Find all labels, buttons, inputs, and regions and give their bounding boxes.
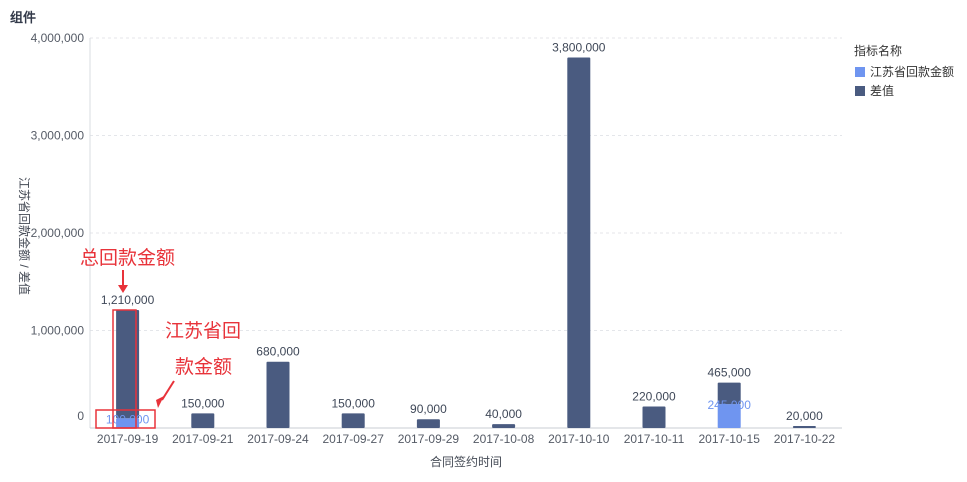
x-tick-label: 2017-10-10 — [548, 432, 610, 446]
bar-diff[interactable] — [266, 361, 290, 428]
legend-label-jiangsu[interactable]: 江苏省回款金额 — [870, 64, 954, 79]
bar-diff[interactable] — [116, 310, 140, 419]
y-tick-label: 2,000,000 — [31, 226, 85, 240]
component-title: 组件 — [10, 10, 37, 25]
x-tick-label: 2017-10-15 — [699, 432, 761, 446]
total-data-label: 150,000 — [332, 396, 376, 410]
total-data-label: 680,000 — [256, 345, 300, 359]
bar-diff[interactable] — [416, 419, 440, 428]
annotation-jiangsu-label-line1: 江苏省回 — [165, 320, 241, 342]
x-tick-label: 2017-09-27 — [323, 432, 385, 446]
data-labels: 1,210,000 100,000 150,000 680,000 150,000 90,… — [101, 41, 823, 427]
annotation-total-label: 总回款金额 — [80, 247, 175, 269]
legend-swatch-diff[interactable] — [855, 86, 865, 96]
total-data-label: 90,000 — [410, 402, 447, 416]
grid-lines — [90, 37, 842, 331]
x-tick-label: 2017-10-11 — [624, 432, 685, 446]
y-tick-label: 1,000,000 — [31, 324, 85, 338]
x-axis: 2017-09-19 2017-09-21 2017-09-24 2017-09-27… — [90, 427, 842, 446]
y-axis-title: 江苏省回款金额 / 差值 — [17, 177, 32, 295]
legend-swatch-jiangsu[interactable] — [855, 67, 865, 77]
total-data-label: 3,800,000 — [552, 41, 606, 55]
legend-label-diff[interactable]: 差值 — [870, 83, 894, 98]
annotation-jiangsu-arrow — [161, 380, 175, 401]
bar-diff[interactable] — [717, 382, 741, 405]
annotations: 总回款金额 江苏省回 款金额 — [80, 247, 241, 429]
legend: 指标名称 江苏省回款金额 差值 — [854, 43, 954, 98]
x-axis-title: 合同签约时间 — [430, 454, 502, 469]
bars — [116, 57, 816, 429]
x-tick-label: 2017-09-24 — [247, 432, 309, 446]
bar-diff[interactable] — [191, 413, 215, 428]
bar-jiangsu[interactable] — [116, 418, 140, 428]
total-data-label: 40,000 — [485, 407, 522, 421]
bar-diff[interactable] — [642, 406, 666, 428]
x-tick-label: 2017-10-08 — [473, 432, 535, 446]
x-tick-label: 2017-09-19 — [97, 432, 159, 446]
total-data-label: 20,000 — [786, 409, 823, 423]
annotation-jiangsu-label-line2: 款金额 — [175, 356, 232, 378]
total-data-label: 220,000 — [632, 390, 676, 404]
bar-jiangsu[interactable] — [717, 404, 741, 428]
annotation-total-arrowhead — [118, 285, 128, 293]
legend-title: 指标名称 — [854, 43, 902, 58]
jiangsu-data-label: 245,000 — [708, 398, 752, 412]
y-axis: 0 1,000,000 2,000,000 3,000,000 4,000,000 — [31, 31, 91, 428]
y-tick-label: 3,000,000 — [31, 129, 85, 143]
annotation-jiangsu-box — [95, 409, 156, 429]
y-tick-label: 0 — [77, 409, 84, 423]
x-tick-label: 2017-09-21 — [172, 432, 234, 446]
total-data-label: 1,210,000 — [101, 293, 155, 307]
y-tick-label: 4,000,000 — [31, 31, 85, 45]
bar-diff[interactable] — [341, 413, 365, 428]
total-data-label: 150,000 — [181, 396, 225, 410]
bar-diff[interactable] — [567, 57, 591, 429]
bar-diff[interactable] — [792, 426, 816, 428]
bar-diff[interactable] — [492, 424, 516, 428]
jiangsu-data-label: 100,000 — [106, 412, 150, 426]
total-data-label: 465,000 — [708, 366, 752, 380]
annotation-jiangsu-arrowhead — [156, 396, 164, 408]
x-tick-label: 2017-10-22 — [774, 432, 836, 446]
x-tick-label: 2017-09-29 — [398, 432, 460, 446]
